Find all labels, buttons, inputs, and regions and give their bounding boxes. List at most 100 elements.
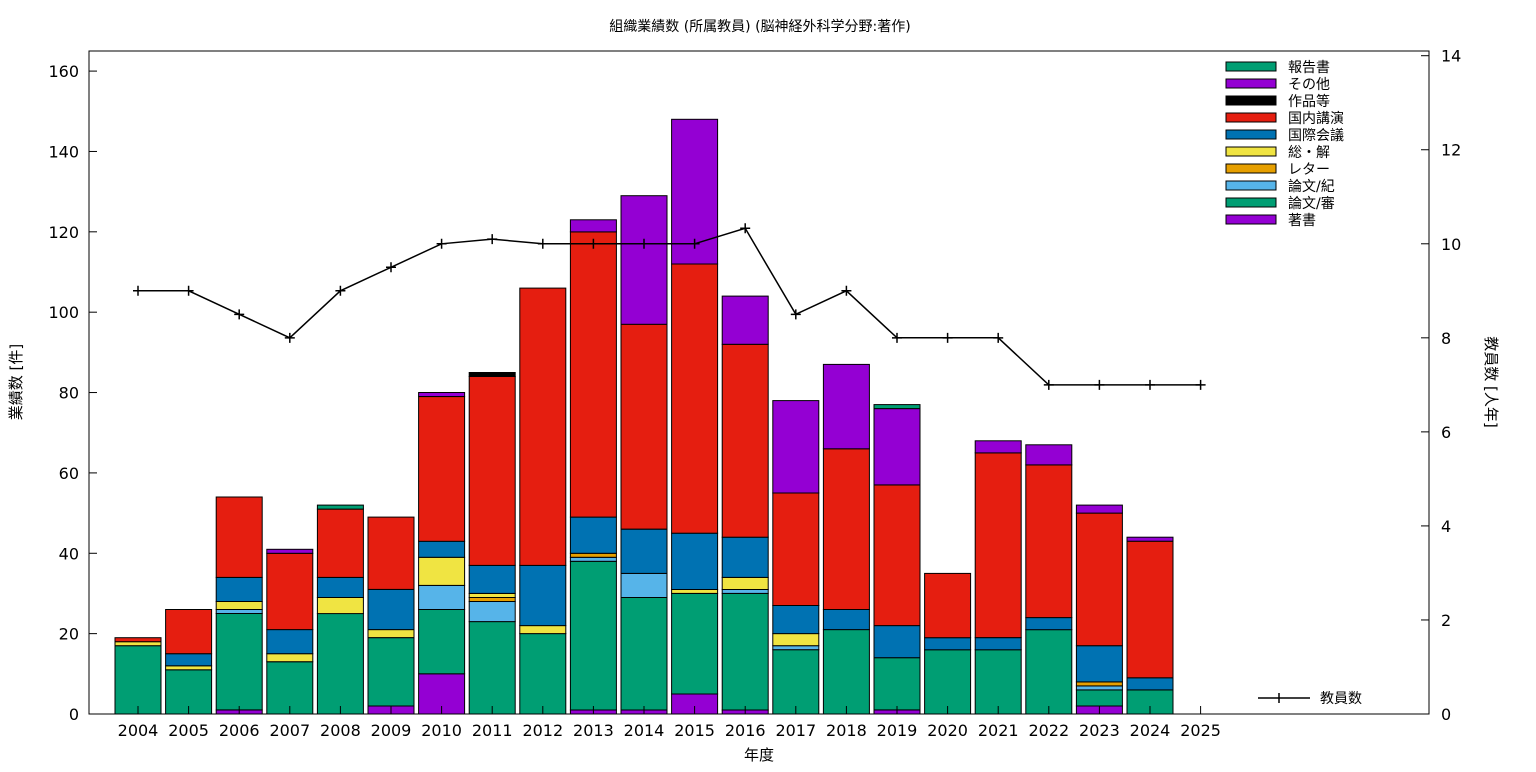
legend-entry: 国際会議 [1288, 127, 1344, 144]
line-layer [133, 223, 1206, 390]
line-point-2009 [386, 262, 396, 273]
y-tick-label: 160 [48, 62, 79, 81]
bar-2018-s1 [822, 629, 870, 715]
bar-2005-s6 [165, 609, 213, 655]
line-point-2025 [1195, 379, 1206, 390]
y2-tick-label: 12 [1441, 141, 1461, 160]
bar-2006-s2 [215, 609, 263, 614]
bar-2024-s8 [1126, 536, 1174, 542]
legend-swatch [1225, 112, 1277, 123]
bar-2009-s4 [367, 629, 415, 639]
x-tick-label: 2022 [1028, 721, 1069, 740]
line-faculty-count [138, 227, 1201, 386]
bar-2006-s1 [215, 613, 263, 711]
bar-2004-s4 [114, 641, 162, 647]
bar-2008-s5 [316, 576, 364, 599]
y-tick-label: 120 [48, 223, 79, 242]
y-tick-label: 100 [48, 303, 79, 322]
bar-2023-s2 [1075, 685, 1123, 691]
bar-2010-s8 [418, 392, 466, 397]
bar-2007-s8 [266, 548, 314, 554]
x-tick-label: 2007 [269, 721, 310, 740]
legend-swatch [1225, 129, 1277, 140]
legend-entry: 報告書 [1288, 60, 1330, 76]
bar-2016-s8 [721, 295, 769, 345]
bar-2012-s6 [519, 287, 567, 566]
bar-2009-s6 [367, 516, 415, 590]
legend-swatch [1225, 95, 1277, 106]
line-point-2008 [335, 285, 346, 296]
line-point-2019 [892, 332, 902, 343]
bar-2024-s5 [1126, 677, 1174, 691]
x-tick-label: 2010 [421, 721, 462, 740]
bar-2006-s6 [215, 496, 263, 578]
x-tick-label: 2024 [1130, 721, 1171, 740]
legend-swatch [1225, 214, 1277, 225]
bars-layer [114, 118, 1174, 715]
bar-2008-s6 [316, 508, 364, 578]
y2-tick-label: 8 [1441, 329, 1451, 348]
bar-2008-s4 [316, 597, 364, 615]
bar-2011-s6 [468, 376, 516, 566]
bar-2021-s8 [974, 440, 1022, 454]
bar-2019-s8 [873, 408, 921, 486]
y-tick-label: 140 [48, 142, 79, 161]
bar-2010-s6 [418, 396, 466, 542]
line-point-2021 [993, 332, 1004, 343]
line-point-2014 [639, 238, 649, 249]
y2-tick-label: 14 [1441, 47, 1461, 66]
x-tick-label: 2018 [826, 721, 867, 740]
y-tick-label: 40 [59, 544, 79, 563]
bar-2024-s6 [1126, 540, 1174, 679]
bar-2015-s5 [671, 532, 719, 591]
bar-2010-s2 [418, 584, 466, 611]
bar-2012-s5 [519, 564, 567, 627]
bar-2018-s6 [822, 448, 870, 610]
line-point-2007 [284, 332, 295, 343]
bar-2013-s3 [569, 552, 617, 558]
bar-2013-s5 [569, 516, 617, 554]
y-tick-label: 80 [59, 384, 79, 403]
x-tick-label: 2017 [775, 721, 816, 740]
line-point-2017 [790, 309, 801, 320]
line-point-2022 [1043, 379, 1054, 390]
legend-entry: 論文/紀 [1288, 179, 1335, 195]
bar-2017-s1 [772, 649, 820, 715]
y-tick-label: 60 [59, 464, 79, 483]
y-axis-label: 業績数 [件] [7, 344, 25, 420]
bar-2017-s5 [772, 605, 820, 635]
legend-swatch [1225, 197, 1277, 208]
bar-2022-s5 [1025, 617, 1073, 631]
bar-2010-s1 [418, 609, 466, 675]
line-point-2006 [234, 309, 245, 320]
bar-2011-s2 [468, 601, 516, 623]
bar-2012-s1 [519, 633, 567, 715]
bar-2017-s6 [772, 492, 820, 606]
bar-2013-s1 [569, 560, 617, 711]
legend-entry: レター [1288, 162, 1330, 178]
line-point-2013 [588, 238, 599, 249]
bar-2013-s8 [569, 219, 617, 233]
bar-2009-s5 [367, 588, 415, 631]
line-point-2010 [436, 238, 447, 249]
bar-2016-s6 [721, 343, 769, 538]
y2-axis-label: 教員数 [人年] [1482, 336, 1500, 427]
legend-swatch [1225, 146, 1277, 157]
line-point-2005 [183, 285, 194, 296]
bar-2011-s3 [468, 597, 516, 602]
bar-2009-s1 [367, 637, 415, 707]
line-point-2018 [841, 285, 852, 296]
bar-2005-s5 [165, 653, 213, 667]
bar-2017-s4 [772, 633, 820, 647]
legend-swatch [1225, 78, 1277, 89]
bar-2016-s1 [721, 593, 769, 711]
line-point-2023 [1094, 379, 1105, 390]
bar-2020-s6 [924, 572, 972, 639]
bar-2015-s6 [671, 263, 719, 534]
legend-entry: 国内講演 [1288, 111, 1344, 127]
bar-2023-s1 [1075, 689, 1123, 707]
chart-title: 組織業績数 (所属教員) (脳神経外科学分野:著作) [609, 19, 910, 35]
y2-tick-label: 0 [1441, 705, 1451, 724]
